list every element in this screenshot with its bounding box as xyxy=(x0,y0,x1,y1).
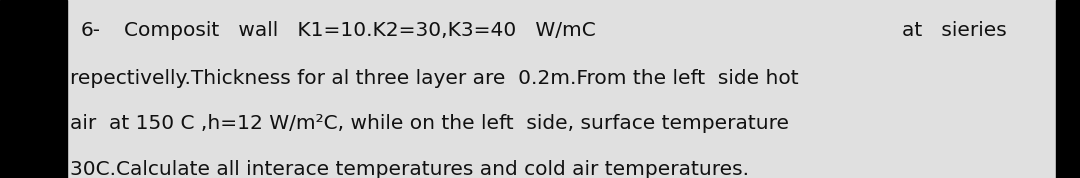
Text: 6-: 6- xyxy=(81,21,102,40)
Text: at   sieries: at sieries xyxy=(902,21,1007,40)
Text: Composit   wall   K1=10.K2=30,K3=40   W/mC: Composit wall K1=10.K2=30,K3=40 W/mC xyxy=(124,21,596,40)
Bar xyxy=(0,0,67,178)
Text: repectivelly.Thickness for al three layer are  0.2m.From the left  side hot: repectivelly.Thickness for al three laye… xyxy=(70,69,799,88)
Text: 30C.Calculate all interace temperatures and cold air temperatures.: 30C.Calculate all interace temperatures … xyxy=(70,160,750,178)
Text: air  at 150 C ,h=12 W/m²C, while on the left  side, surface temperature: air at 150 C ,h=12 W/m²C, while on the l… xyxy=(70,114,789,133)
Bar xyxy=(1056,0,1080,178)
